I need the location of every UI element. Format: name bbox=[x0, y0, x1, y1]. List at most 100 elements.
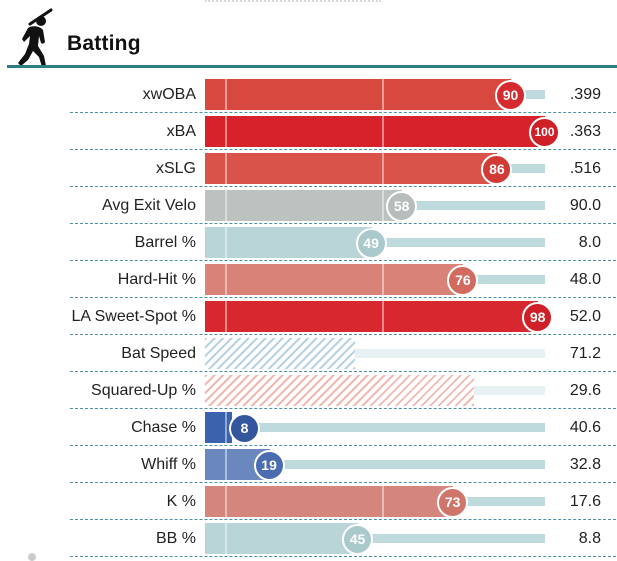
scale-tick bbox=[381, 79, 384, 110]
percentile-bar bbox=[205, 375, 474, 406]
metric-value: 8.0 bbox=[578, 234, 601, 251]
metric-row: xwOBA 90 .399 bbox=[0, 76, 617, 113]
scale-tick bbox=[381, 486, 384, 517]
metric-label: Bat Speed bbox=[121, 345, 196, 362]
percentile-badge: 90 bbox=[495, 80, 526, 111]
percentile-bar bbox=[205, 190, 403, 221]
percentile-bar bbox=[205, 301, 539, 332]
metric-label: BB % bbox=[155, 530, 196, 547]
metric-value: 8.8 bbox=[578, 530, 601, 547]
row-separator bbox=[70, 519, 616, 520]
scale-tick bbox=[225, 486, 228, 517]
metric-row: Bat Speed 71.2 bbox=[0, 335, 617, 372]
metric-row: Whiff % 19 32.8 bbox=[0, 446, 617, 483]
scale-tick bbox=[225, 264, 228, 295]
percentile-bar bbox=[205, 153, 498, 184]
metric-label: Avg Exit Velo bbox=[102, 197, 196, 214]
metric-value: 90.0 bbox=[569, 197, 601, 214]
metric-value: 71.2 bbox=[569, 345, 601, 362]
row-separator bbox=[70, 556, 616, 557]
scale-tick bbox=[225, 412, 228, 443]
scale-tick bbox=[381, 190, 384, 221]
metric-label: xSLG bbox=[155, 160, 196, 177]
scale-tick bbox=[225, 301, 228, 332]
scale-tick bbox=[381, 116, 384, 147]
metric-value: .399 bbox=[569, 86, 601, 103]
metric-label: Hard-Hit % bbox=[117, 271, 196, 288]
scale-tick bbox=[225, 523, 228, 554]
metric-label: Chase % bbox=[131, 419, 196, 436]
metric-value: 52.0 bbox=[569, 308, 601, 325]
metric-value: 17.6 bbox=[569, 493, 601, 510]
percentile-badge: 8 bbox=[229, 413, 260, 444]
row-separator bbox=[70, 371, 616, 372]
scale-tick bbox=[381, 301, 384, 332]
batter-silhouette-icon bbox=[18, 8, 53, 67]
percentile-bar bbox=[205, 486, 454, 517]
percentile-bar bbox=[205, 523, 358, 554]
scale-tick bbox=[225, 190, 228, 221]
metric-row: Barrel % 49 8.0 bbox=[0, 224, 617, 261]
metric-row: Squared-Up % 29.6 bbox=[0, 372, 617, 409]
percentile-badge: 49 bbox=[355, 228, 387, 259]
scale-tick bbox=[381, 153, 384, 184]
row-separator bbox=[70, 112, 616, 113]
scale-tick bbox=[225, 79, 228, 110]
percentile-bar bbox=[205, 412, 233, 443]
percentile-badge: 98 bbox=[522, 302, 554, 333]
metric-label: Squared-Up % bbox=[91, 382, 196, 399]
metric-value: 32.8 bbox=[569, 456, 601, 473]
percentile-bar bbox=[205, 227, 372, 258]
scale-tick bbox=[225, 449, 228, 480]
percentile-badge: 100 bbox=[529, 117, 560, 148]
metric-row: xSLG 86 .516 bbox=[0, 150, 617, 187]
percentile-track bbox=[205, 423, 545, 432]
scale-tick bbox=[225, 153, 228, 184]
metric-label: LA Sweet-Spot % bbox=[71, 308, 196, 325]
metric-row: K % 73 17.6 bbox=[0, 483, 617, 520]
percentile-track bbox=[205, 460, 545, 469]
metric-row: Hard-Hit % 76 48.0 bbox=[0, 261, 617, 298]
metric-label: Barrel % bbox=[134, 234, 196, 251]
metric-value: 48.0 bbox=[569, 271, 601, 288]
metric-label: xBA bbox=[166, 123, 196, 140]
percentile-badge: 73 bbox=[437, 487, 469, 518]
metric-row: Chase % 8 40.6 bbox=[0, 409, 617, 446]
percentile-badge: 19 bbox=[253, 450, 285, 481]
row-separator bbox=[70, 260, 616, 261]
row-separator bbox=[70, 445, 616, 446]
row-separator bbox=[70, 482, 616, 483]
section-title: Batting bbox=[67, 32, 141, 55]
metric-label: xwOBA bbox=[142, 86, 196, 103]
row-separator bbox=[70, 223, 616, 224]
scale-tick bbox=[381, 264, 384, 295]
metric-label: K % bbox=[166, 493, 196, 510]
metric-value: 40.6 bbox=[569, 419, 601, 436]
percentile-bar bbox=[205, 116, 545, 147]
percentile-track bbox=[205, 349, 545, 358]
percentile-badge: 45 bbox=[342, 524, 373, 555]
percentile-badge: 58 bbox=[386, 191, 418, 222]
metric-row: Avg Exit Velo 58 90.0 bbox=[0, 187, 617, 224]
percentile-bar bbox=[205, 79, 511, 110]
percentile-badge: 76 bbox=[447, 265, 479, 296]
metric-row: xBA 100 .363 bbox=[0, 113, 617, 150]
metric-value: .363 bbox=[569, 123, 601, 140]
section-header: Batting bbox=[0, 0, 617, 70]
top-divider bbox=[205, 0, 381, 5]
row-separator bbox=[70, 149, 616, 150]
percentile-track bbox=[205, 534, 545, 543]
percentile-badge: 86 bbox=[481, 154, 513, 185]
row-separator bbox=[70, 297, 616, 298]
bottom-marker bbox=[28, 553, 36, 561]
row-separator bbox=[70, 334, 616, 335]
metric-row: BB % 45 8.8 bbox=[0, 520, 617, 557]
row-separator bbox=[70, 408, 616, 409]
metric-row: LA Sweet-Spot % 98 52.0 bbox=[0, 298, 617, 335]
percentile-bar bbox=[205, 264, 464, 295]
metric-value: .516 bbox=[569, 160, 601, 177]
row-separator bbox=[70, 186, 616, 187]
metric-value: 29.6 bbox=[569, 382, 601, 399]
percentile-bar bbox=[205, 338, 355, 369]
scale-tick bbox=[225, 227, 228, 258]
